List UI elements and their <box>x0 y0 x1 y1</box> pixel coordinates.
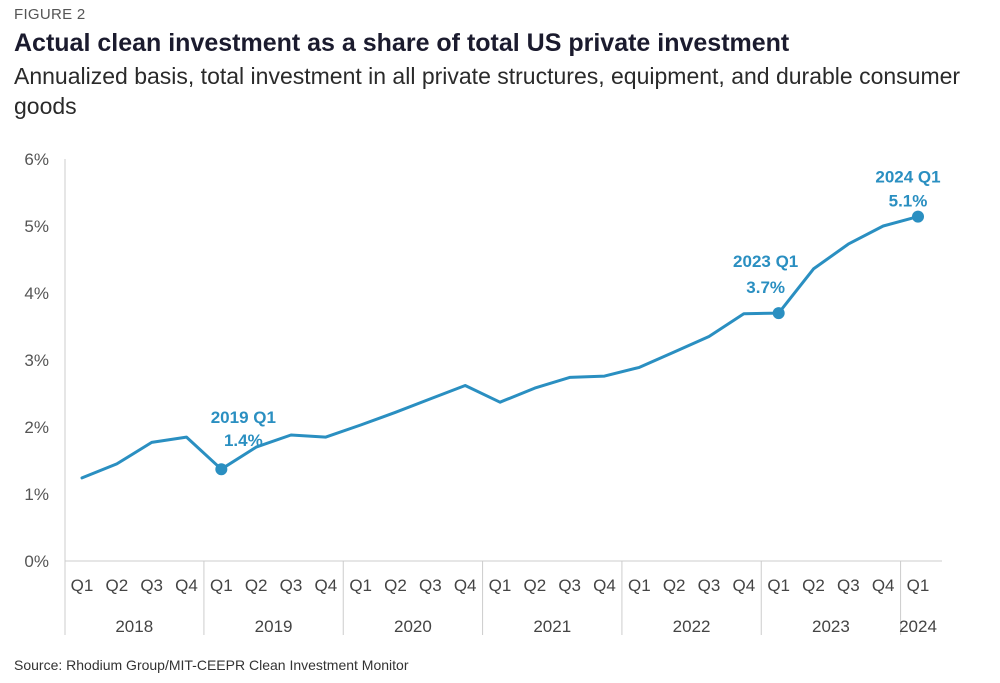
x-tick-label: Q1 <box>489 576 512 595</box>
x-tick-label: Q4 <box>175 576 198 595</box>
annotation-label: 2023 Q1 <box>733 252 798 271</box>
highlight-point <box>215 463 228 476</box>
figure-label: FIGURE 2 <box>14 6 86 23</box>
y-tick-label: 0% <box>24 552 49 571</box>
y-tick-label: 3% <box>24 351 49 370</box>
chart-title: Actual clean investment as a share of to… <box>14 29 790 57</box>
year-label: 2023 <box>812 617 850 636</box>
x-tick-label: Q1 <box>628 576 651 595</box>
annotation-label: 2019 Q1 <box>211 408 276 427</box>
x-tick-label: Q4 <box>454 576 477 595</box>
x-tick-label: Q1 <box>71 576 94 595</box>
annotation-value: 3.7% <box>746 278 785 297</box>
y-tick-label: 5% <box>24 217 49 236</box>
year-label: 2020 <box>394 617 432 636</box>
year-label: 2022 <box>673 617 711 636</box>
x-tick-label: Q2 <box>802 576 825 595</box>
x-tick-label: Q2 <box>523 576 546 595</box>
y-tick-label: 1% <box>24 485 49 504</box>
x-tick-label: Q3 <box>419 576 442 595</box>
y-tick-label: 6% <box>24 150 49 169</box>
x-tick-label: Q2 <box>663 576 686 595</box>
x-tick-label: Q4 <box>593 576 616 595</box>
x-tick-label: Q3 <box>558 576 581 595</box>
y-tick-label: 4% <box>24 284 49 303</box>
annotation-label: 2024 Q1 <box>875 168 940 187</box>
year-label: 2024 <box>899 617 937 636</box>
x-tick-label: Q3 <box>280 576 303 595</box>
year-label: 2018 <box>115 617 153 636</box>
chart-subtitle: Annualized basis, total investment in al… <box>14 63 961 119</box>
x-tick-label: Q3 <box>698 576 721 595</box>
year-label: 2019 <box>255 617 293 636</box>
x-tick-label: Q4 <box>314 576 337 595</box>
highlight-point <box>912 210 924 223</box>
x-tick-label: Q4 <box>732 576 755 595</box>
source-note: Source: Rhodium Group/MIT-CEEPR Clean In… <box>14 657 409 673</box>
x-tick-label: Q1 <box>767 576 790 595</box>
annotation-value: 1.4% <box>224 431 263 450</box>
y-tick-label: 2% <box>24 418 49 437</box>
x-tick-label: Q1 <box>907 576 930 595</box>
year-label: 2021 <box>533 617 571 636</box>
x-tick-label: Q2 <box>245 576 268 595</box>
x-tick-label: Q1 <box>210 576 233 595</box>
highlight-point <box>772 307 785 320</box>
x-tick-label: Q2 <box>384 576 407 595</box>
x-tick-label: Q3 <box>140 576 163 595</box>
x-tick-label: Q1 <box>349 576 372 595</box>
annotation-value: 5.1% <box>889 192 928 211</box>
x-tick-label: Q3 <box>837 576 860 595</box>
x-tick-label: Q2 <box>105 576 128 595</box>
x-tick-label: Q4 <box>872 576 895 595</box>
